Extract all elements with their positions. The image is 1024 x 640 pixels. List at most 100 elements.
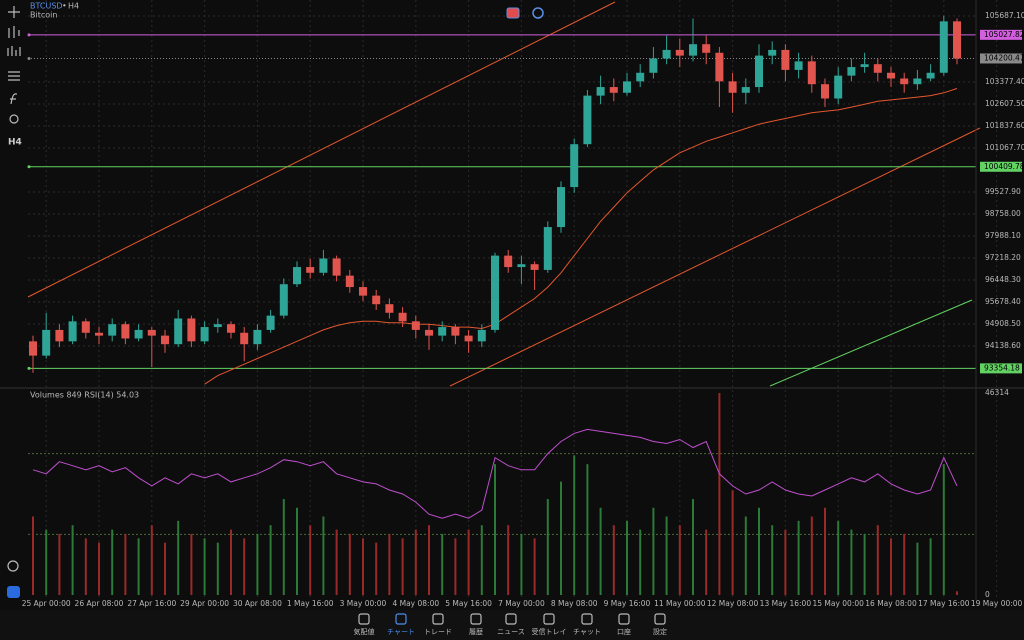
tab[interactable]: 設定 xyxy=(653,613,667,636)
volume-bar xyxy=(348,533,351,595)
tab[interactable]: 口座 xyxy=(617,613,631,636)
tab[interactable]: トレード xyxy=(424,613,452,636)
volume-bar xyxy=(652,507,655,595)
y-tick-label: 96448.30 xyxy=(985,275,1021,284)
candle-body xyxy=(42,329,51,356)
tab-label: 口座 xyxy=(617,628,631,636)
account-icon[interactable] xyxy=(7,586,20,598)
tab[interactable]: ニュース xyxy=(497,613,525,636)
candle-body xyxy=(900,78,909,85)
volume-bar xyxy=(375,542,378,595)
volume-bar xyxy=(771,525,774,595)
volume-bar xyxy=(428,525,430,595)
candle-body xyxy=(359,287,367,296)
candle-body xyxy=(741,87,750,93)
candle-body xyxy=(689,44,697,56)
period-icon[interactable]: H4 xyxy=(8,138,22,148)
volume-bar xyxy=(863,533,866,595)
x-tick-label: 1 May 16:00 xyxy=(287,599,334,608)
volume-bar xyxy=(401,538,404,595)
chart-type-icon[interactable] xyxy=(8,26,20,38)
volume-bar xyxy=(216,542,219,595)
tab[interactable]: チャート xyxy=(387,613,415,636)
tab-label: チャート xyxy=(387,628,415,636)
volume-bar xyxy=(309,525,312,595)
candle-body xyxy=(781,49,790,70)
function-icon[interactable] xyxy=(10,93,18,105)
crosshair-icon[interactable] xyxy=(8,6,20,18)
volume-bar xyxy=(45,529,48,595)
y-tick-label: 94138.60 xyxy=(985,341,1021,350)
indicator-title: Volumes 849 RSI(14) 54.03 xyxy=(30,391,139,400)
candle-body xyxy=(240,332,249,345)
volume-bar xyxy=(573,455,576,595)
timeframe[interactable]: H4 xyxy=(68,2,79,11)
candle-body xyxy=(675,49,684,56)
tab-label: トレード xyxy=(424,628,452,636)
volume-bar xyxy=(956,591,958,595)
volume-bar xyxy=(282,499,285,595)
level-tag xyxy=(980,29,1022,40)
volume-bar xyxy=(731,490,734,595)
candle-body xyxy=(847,67,856,76)
candle-body xyxy=(108,324,117,336)
candle-body xyxy=(794,61,803,70)
tab-icon xyxy=(470,613,482,625)
volume-bar xyxy=(467,529,470,595)
objects-icon[interactable] xyxy=(9,114,19,124)
x-tick-label: 8 May 08:00 xyxy=(551,599,598,608)
candle-body xyxy=(768,49,777,56)
tab-icon xyxy=(505,613,517,625)
candle-body xyxy=(821,84,829,99)
level-label: 104200.47 xyxy=(984,53,1024,62)
separator: • xyxy=(62,2,67,11)
tab-icon xyxy=(432,613,444,625)
x-tick-label: 25 Apr 00:00 xyxy=(22,599,71,608)
candle-body xyxy=(372,295,381,305)
candle-body xyxy=(543,227,552,270)
volume-bar xyxy=(692,499,694,595)
volume-bar xyxy=(190,533,193,595)
candle-body xyxy=(623,81,631,93)
candle-body xyxy=(68,321,77,342)
x-tick-label: 29 Apr 00:00 xyxy=(180,599,229,608)
volume-bar xyxy=(71,525,74,595)
volume-bar xyxy=(256,533,259,595)
y-tick-label: 46314 xyxy=(985,388,1009,397)
tab[interactable]: チャット xyxy=(573,613,601,636)
volume-bar xyxy=(533,538,536,595)
tab[interactable]: 受信トレイ xyxy=(532,613,567,636)
volume-bar xyxy=(916,542,919,595)
y-tick-label: 0 xyxy=(985,590,990,599)
candle-body xyxy=(29,341,37,356)
symbol[interactable]: BTCUSD xyxy=(30,2,63,11)
volume-bar xyxy=(494,464,496,595)
volume-bar xyxy=(665,516,668,595)
volume-bar xyxy=(718,393,721,595)
volume-bar xyxy=(678,525,681,595)
tab[interactable]: 気配値 xyxy=(354,613,375,636)
candle-body xyxy=(570,144,579,188)
volume-bar xyxy=(824,507,826,595)
candle-body xyxy=(636,72,645,82)
tab-icon xyxy=(543,613,555,625)
x-tick-label: 16 May 08:00 xyxy=(865,599,917,608)
candle-body xyxy=(306,267,315,273)
drawings xyxy=(27,1,981,387)
candle-body xyxy=(121,324,130,339)
settings-icon[interactable] xyxy=(7,560,19,572)
volume-bar xyxy=(705,529,708,595)
candle-body xyxy=(953,21,961,59)
candle-body xyxy=(609,87,618,93)
indicators-icon[interactable] xyxy=(8,71,20,81)
volume-bar xyxy=(876,525,879,595)
candle-body xyxy=(134,329,143,339)
trade-icon[interactable] xyxy=(506,7,520,19)
tab-label: ニュース xyxy=(497,628,525,636)
volume-bar xyxy=(837,520,840,595)
clock-icon[interactable] xyxy=(532,7,544,19)
candles-icon[interactable] xyxy=(7,46,21,56)
tab[interactable]: 履歴 xyxy=(469,613,483,636)
candle-body xyxy=(517,264,526,268)
y-tick-label: 99527.90 xyxy=(985,187,1021,196)
